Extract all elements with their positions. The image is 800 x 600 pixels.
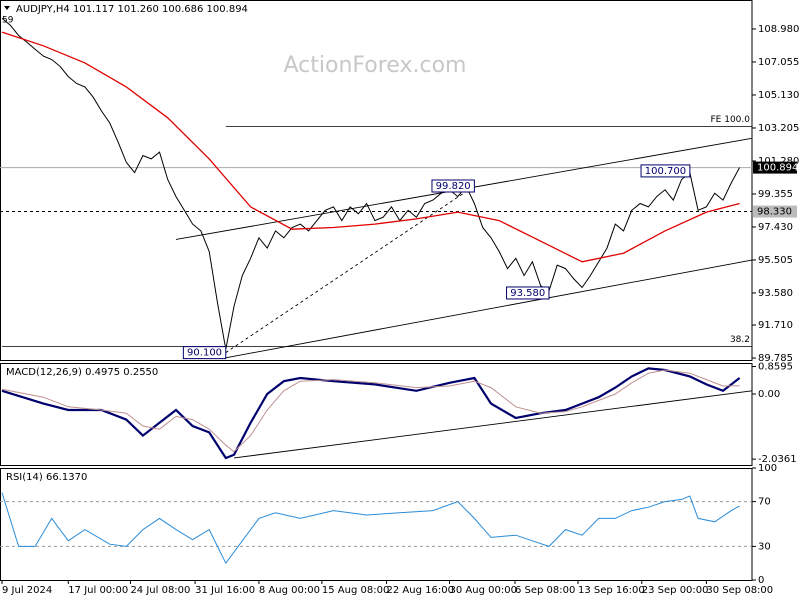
annotation-box [431, 179, 475, 193]
level-label: FE 100.0 [711, 115, 751, 125]
x-tick-label: 23 Sep 00:00 [642, 585, 709, 596]
annotation-label: 100.700 [645, 166, 686, 177]
x-tick-label: 31 Jul 16:00 [195, 585, 255, 596]
y-tick-label: 91.710 [758, 320, 793, 331]
y-tick-label: 93.580 [758, 288, 793, 299]
menu-arrow [4, 6, 10, 10]
series-line [1, 492, 740, 565]
trendline [225, 259, 753, 359]
trendline [233, 390, 753, 459]
annotation-label: 90.100 [187, 348, 222, 359]
price-tag-box [753, 161, 797, 174]
y-tick-label: 97.430 [758, 222, 793, 233]
y-tick-label: 0.8595 [758, 362, 793, 373]
x-tick-label: 6 Sep 08:00 [515, 585, 575, 596]
series-line [1, 31, 740, 263]
x-tick-label: 30 Sep 08:00 [706, 585, 773, 596]
price-tag-box [753, 205, 797, 218]
panel-frame [0, 363, 753, 466]
y-tick-label: 0.00 [758, 389, 780, 400]
panel-title: RSI(14) 66.1370 [6, 472, 87, 483]
y-tick-label: 99.355 [758, 189, 793, 200]
y-tick-label: -2.0361 [758, 454, 797, 465]
y-tick-label: 101.280 [758, 156, 799, 167]
x-tick-label: 9 Jul 2024 [2, 585, 52, 596]
trendline [225, 185, 475, 354]
x-tick-label: 15 Aug 08:00 [322, 585, 389, 596]
x-tick-label: 8 Aug 00:00 [259, 585, 320, 596]
series-line [1, 369, 740, 453]
x-tick-label: 30 Aug 00:00 [450, 585, 517, 596]
panel-frame [0, 0, 753, 361]
annotation-box [640, 164, 691, 178]
y-tick-label: 70 [758, 497, 771, 508]
y-tick-label: 95.505 [758, 255, 793, 266]
x-tick-label: 24 Jul 08:00 [130, 585, 190, 596]
price-tag-label: 100.894 [757, 163, 798, 174]
price-tag-label: 98.330 [757, 207, 792, 218]
y-tick-label: 107.055 [758, 57, 799, 68]
level-label: 38.2 [730, 335, 750, 345]
annotation-box [506, 286, 550, 300]
y-tick-label: 105.130 [758, 90, 799, 101]
y-tick-label: 30 [758, 541, 771, 552]
annotation-label: 93.580 [510, 288, 545, 299]
x-tick-label: 13 Sep 16:00 [578, 585, 645, 596]
x-tick-label: 22 Aug 16:00 [387, 585, 454, 596]
corner-tag: 59 [2, 16, 14, 26]
panel-title: MACD(12,26,9) 0.4975 0.2550 [6, 367, 158, 378]
y-tick-label: 108.980 [758, 24, 799, 35]
panel-title: AUDJPY,H4 101.117 101.260 100.686 100.89… [16, 4, 248, 15]
y-tick-label: 89.785 [758, 353, 793, 364]
series-line [1, 367, 741, 460]
annotation-box [182, 346, 227, 360]
panel-frame [0, 468, 753, 581]
watermark: ActionForex.com [284, 53, 467, 78]
y-tick-label: 0 [758, 575, 764, 586]
y-tick-label: 100 [758, 463, 777, 474]
annotation-label: 99.820 [436, 181, 471, 192]
x-tick-label: 17 Jul 00:00 [68, 585, 128, 596]
series-line [1, 17, 741, 350]
y-tick-label: 103.205 [758, 123, 799, 134]
